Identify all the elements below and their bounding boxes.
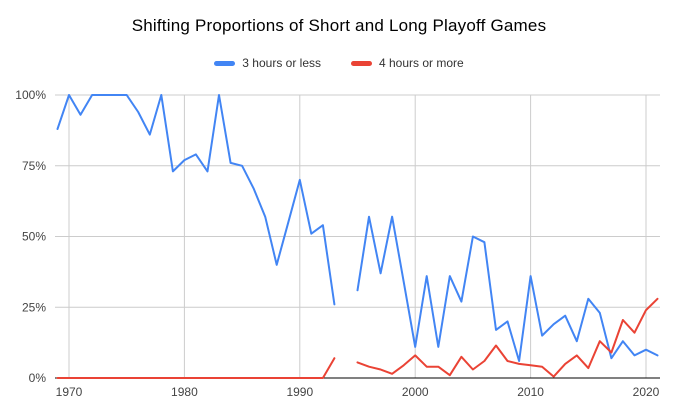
legend: 3 hours or less 4 hours or more [0, 56, 678, 70]
legend-swatch-red-icon [351, 60, 372, 66]
y-axis-label: 25% [22, 300, 46, 314]
y-axis-label: 100% [15, 88, 46, 102]
legend-item-4-hours-or-more[interactable]: 4 hours or more [351, 56, 464, 70]
x-axis-label: 1970 [56, 385, 83, 399]
y-axis-label: 75% [22, 159, 46, 173]
x-axis-label: 2000 [402, 385, 429, 399]
x-axis-label: 2020 [633, 385, 660, 399]
x-axis-label: 1990 [286, 385, 313, 399]
series-line-short-games [56, 94, 659, 362]
chart-title: Shifting Proportions of Short and Long P… [131, 16, 547, 35]
x-axis-label: 2010 [517, 385, 544, 399]
x-axis-label: 1980 [171, 385, 198, 399]
y-axis-label: 50% [22, 230, 46, 244]
legend-swatch-blue-icon [214, 60, 236, 66]
series-line-long-games [56, 297, 659, 379]
legend-label: 4 hours or more [379, 56, 464, 70]
y-axis-label: 0% [29, 371, 47, 385]
legend-label: 3 hours or less [242, 56, 321, 70]
legend-item-3-hours-or-less[interactable]: 3 hours or less [214, 56, 321, 70]
